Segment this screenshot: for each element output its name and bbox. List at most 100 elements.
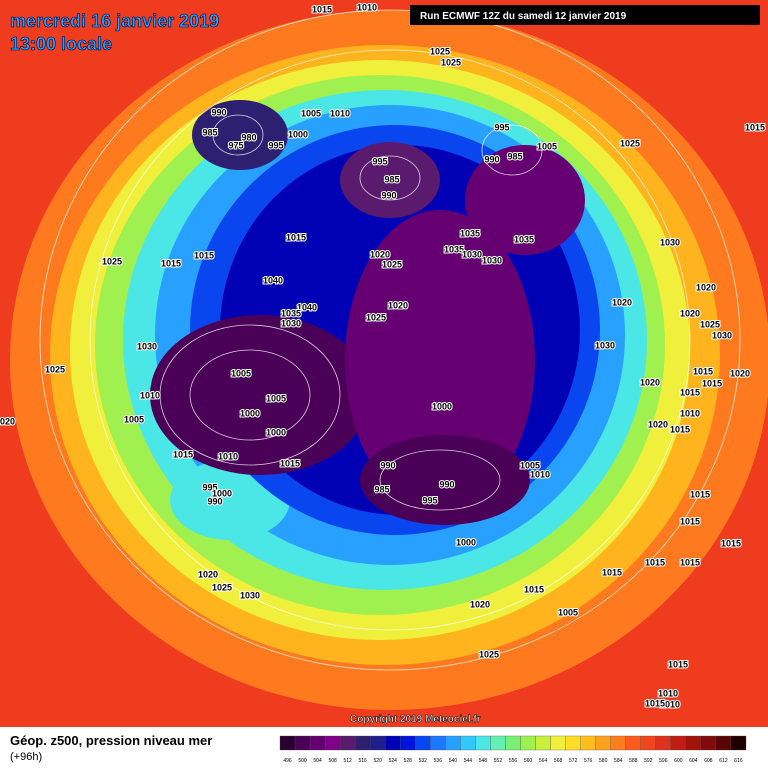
- pressure-label: 1015: [286, 232, 306, 242]
- pressure-label: 1015: [680, 387, 700, 397]
- colorbar-swatch: [715, 735, 732, 751]
- pressure-label: 1030: [660, 237, 680, 247]
- pressure-label: 990: [381, 190, 396, 200]
- colorbar-label: 500: [298, 758, 307, 764]
- colorbar-swatch: [324, 735, 341, 751]
- copyright: Copyright 2019 Meteociel.fr: [350, 714, 481, 725]
- colorbar-label: 556: [509, 758, 518, 764]
- pressure-label: 1030: [482, 255, 502, 265]
- colorbar-swatch: [535, 735, 551, 751]
- isobars: [39, 9, 741, 671]
- colorbar-label: 608: [704, 758, 713, 764]
- pressure-label: 1020: [470, 599, 490, 609]
- colorbar-swatch: [610, 735, 626, 751]
- colorbar-swatch: [520, 735, 536, 751]
- colorbar-label: 516: [359, 758, 368, 764]
- height-field: [345, 210, 535, 510]
- pressure-label: 990: [484, 154, 499, 164]
- colorbar-swatch: [460, 735, 476, 751]
- colorbar-swatch: [625, 735, 641, 751]
- pressure-label: 1015: [524, 584, 544, 594]
- pressure-label: 1035: [444, 244, 464, 254]
- pressure-label: 1020: [198, 569, 218, 579]
- pressure-label: 980: [241, 132, 256, 142]
- pressure-label: 1000: [432, 401, 452, 411]
- colorbar: 496 500 504 508 512 516 520 524 528 532 536 540 544 5…: [279, 735, 747, 764]
- pressure-label: 1020: [640, 377, 660, 387]
- colorbar-swatch: [430, 735, 446, 751]
- colorbar-label: 612: [719, 758, 728, 764]
- pressure-label: 1040: [263, 275, 283, 285]
- colorbar-label: 528: [404, 758, 413, 764]
- colorbar-swatch: [700, 735, 717, 751]
- pressure-label: 1025: [382, 259, 402, 269]
- height-field: [360, 435, 530, 525]
- pressure-label: 995: [268, 140, 283, 150]
- lead-time: (+96h): [10, 751, 42, 763]
- pressure-label: 1010: [530, 469, 550, 479]
- colorbar-label: 596: [659, 758, 668, 764]
- height-field: [340, 142, 440, 218]
- colorbar-swatch: [415, 735, 431, 751]
- pressure-label: 1025: [212, 582, 232, 592]
- colorbar-swatch: [730, 735, 747, 751]
- pressure-label: 1005: [520, 460, 540, 470]
- colorbar-swatch: [505, 735, 521, 751]
- colorbar-swatch: [670, 735, 687, 751]
- pressure-label: 985: [202, 127, 217, 137]
- pressure-label: 1020: [648, 419, 668, 429]
- colorbar-label: 532: [419, 758, 428, 764]
- colorbar-swatch: [655, 735, 671, 751]
- colorbar-swatch: [339, 735, 356, 751]
- pressure-label: 1010: [658, 688, 678, 698]
- pressure-label: 1020: [612, 297, 632, 307]
- pressure-label: 1010: [218, 451, 238, 461]
- pressure-label: 1015: [173, 449, 193, 459]
- pressure-label: 1015: [602, 567, 622, 577]
- pressure-label: 1015: [680, 516, 700, 526]
- colorbar-swatch: [309, 735, 326, 751]
- pressure-label: 1020: [370, 249, 390, 259]
- colorbar-label: 564: [539, 758, 548, 764]
- colorbar-label: 572: [569, 758, 578, 764]
- height-field: [465, 145, 585, 255]
- pressure-label: 1000: [212, 488, 232, 498]
- pressure-label: 1015: [745, 122, 765, 132]
- colorbar-label: 552: [494, 758, 503, 764]
- run-info: Run ECMWF 12Z du samedi 12 janvier 2019: [420, 11, 627, 22]
- pressure-label: 1025: [620, 138, 640, 148]
- pressure-label: 985: [384, 174, 399, 184]
- colorbar-swatch: [294, 735, 311, 751]
- pressure-label: 1005: [301, 108, 321, 118]
- colorbar-label: 544: [464, 758, 473, 764]
- pressure-label: 995: [494, 122, 509, 132]
- pressure-label: 1020: [388, 300, 408, 310]
- pressure-label: 1000: [456, 537, 476, 547]
- pressure-label: 1015: [280, 458, 300, 468]
- colorbar-label: 536: [434, 758, 443, 764]
- pressure-label: 1015: [670, 424, 690, 434]
- colorbar-label: 576: [584, 758, 593, 764]
- pressure-label: 1025: [45, 364, 65, 374]
- pressure-label: 1030: [281, 318, 301, 328]
- colorbar-label: 512: [343, 758, 352, 764]
- pressure-label: 1020: [0, 416, 15, 426]
- pressure-label: 1020: [696, 282, 716, 292]
- colorbar-label: 600: [674, 758, 683, 764]
- pressure-label: 995: [422, 495, 437, 505]
- pressure-label: 1035: [514, 234, 534, 244]
- colorbar-label: 504: [313, 758, 322, 764]
- pressure-label: 990: [211, 107, 226, 117]
- pressure-label: 1015: [693, 366, 713, 376]
- pressure-label: 1010: [680, 408, 700, 418]
- colorbar-label: 580: [599, 758, 608, 764]
- pressure-label: 1015: [312, 4, 332, 14]
- run-box: [410, 5, 760, 25]
- pressure-label: 1025: [102, 256, 122, 266]
- pressure-label: 990: [380, 460, 395, 470]
- colorbar-label: 560: [524, 758, 533, 764]
- pressure-label: 1020: [730, 368, 750, 378]
- pressure-label: 985: [507, 151, 522, 161]
- pressure-label: 1005: [124, 414, 144, 424]
- pressure-label: 1010: [140, 390, 160, 400]
